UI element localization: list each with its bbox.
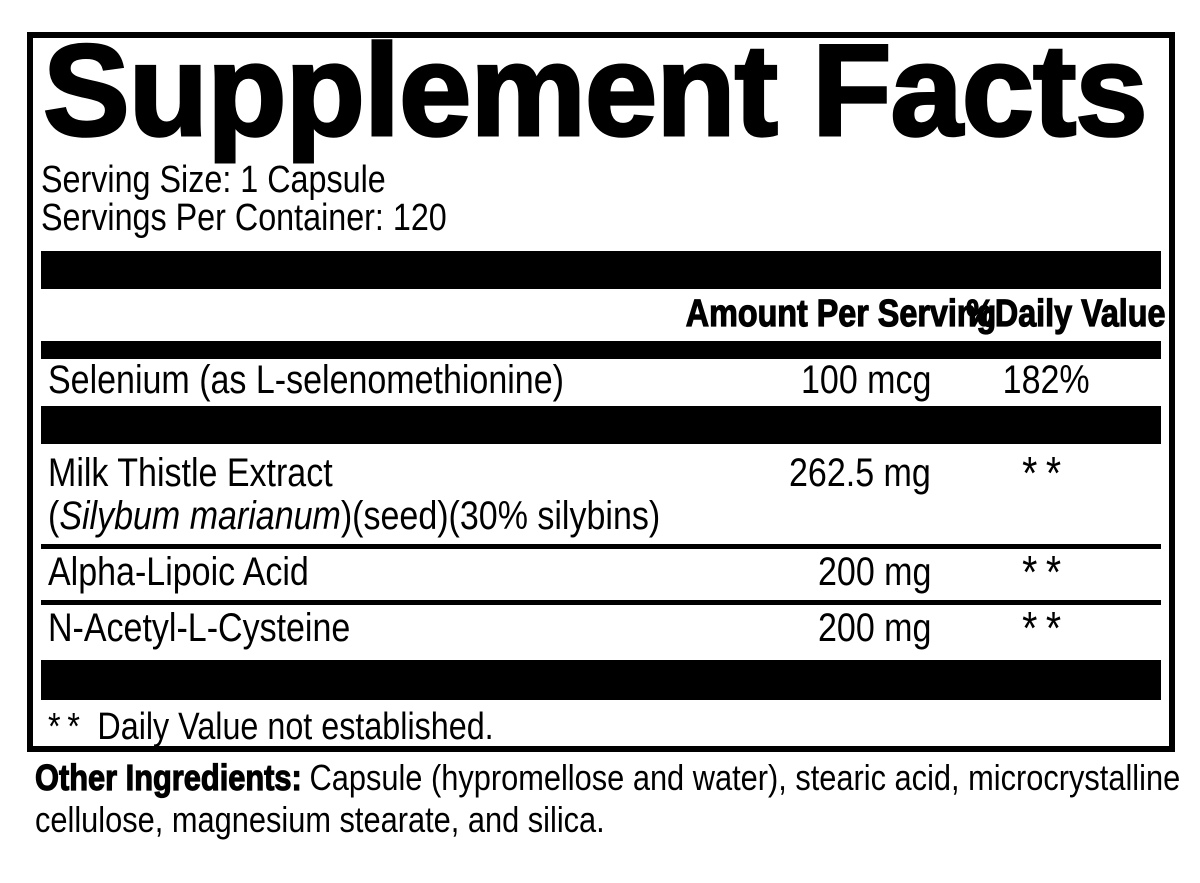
daily-value-header: %Daily Value [966, 292, 1166, 335]
other-ingredients-text: Capsule (hypromellose and water), steari… [35, 757, 1181, 840]
column-headers: Amount Per Serving %Daily Value [41, 292, 1166, 336]
ingredient-amount: 262.5 mg [789, 451, 931, 495]
table-row-nac: N-Acetyl-L-Cysteine 200 mg ** [41, 602, 1161, 654]
botanical-rest: )(seed)(30% silybins) [340, 494, 661, 538]
ingredient-name: Alpha-Lipoic Acid [48, 550, 309, 594]
other-ingredients-label: Other Ingredients: [34, 756, 302, 798]
ingredient-daily-value: ** [1022, 602, 1070, 654]
ingredient-daily-value: ** [1022, 447, 1070, 499]
divider-bar-thick-top [41, 251, 1161, 289]
ingredient-amount: 200 mg [817, 606, 931, 650]
ingredient-name-line2: (Silybum marianum)(seed)(30% silybins) [48, 494, 660, 538]
table-row-alpha-lipoic: Alpha-Lipoic Acid 200 mg ** [41, 546, 1161, 598]
footnote-text: Daily Value not established. [97, 706, 494, 748]
table-row-selenium: Selenium (as L-selenomethionine) 100 mcg… [41, 359, 1161, 401]
serving-size: Serving Size: 1 Capsule [41, 161, 1161, 199]
ingredient-daily-value: ** [1022, 546, 1070, 598]
ingredient-name: Milk Thistle Extract (Silybum marianum)(… [41, 451, 660, 538]
serving-size-text: Serving Size: 1 Capsule [41, 159, 386, 201]
ingredient-name: Selenium (as L-selenomethionine) [48, 358, 564, 402]
servings-per-container-text: Servings Per Container: 120 [41, 197, 447, 239]
footnote: ** Daily Value not established. [41, 706, 1161, 748]
row-divider [41, 544, 1161, 549]
divider-bar-thick-bottom [41, 660, 1161, 700]
servings-per-container: Servings Per Container: 120 [41, 199, 1161, 237]
supplement-facts-panel: Supplement Facts Serving Size: 1 Capsule… [27, 32, 1175, 752]
ingredient-name: N-Acetyl-L-Cysteine [48, 606, 351, 650]
ingredient-amount: 200 mg [817, 550, 931, 594]
footnote-symbol: ** [48, 706, 87, 748]
other-ingredients: Other Ingredients: Capsule (hypromellose … [34, 756, 1191, 841]
divider-bar-under-header [41, 341, 1161, 359]
botanical-open: ( [48, 494, 60, 538]
ingredient-name-line1: Milk Thistle Extract [48, 451, 333, 495]
botanical-name: Silybum marianum [59, 494, 341, 538]
amount-per-serving-header: Amount Per Serving [685, 292, 997, 335]
table-row-milk-thistle: Milk Thistle Extract (Silybum marianum)(… [41, 447, 1161, 538]
ingredient-daily-value: 182% [1002, 358, 1090, 402]
panel-title: Supplement Facts [42, 32, 1150, 163]
row-divider [41, 600, 1161, 605]
divider-bar-thick-mid [41, 406, 1161, 444]
ingredient-amount: 100 mcg [800, 358, 931, 402]
